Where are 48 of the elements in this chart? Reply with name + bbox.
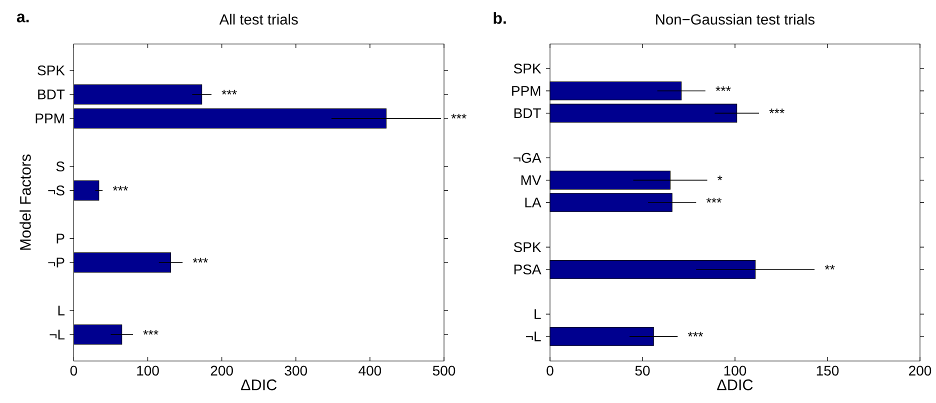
x-tick-label: 100 [724,366,746,376]
y-tick-label: L [534,309,541,319]
annotation: *** [143,330,158,335]
annotation: *** [222,90,237,95]
y-tick-label: ¬L [526,332,541,342]
annotation: *** [706,198,722,203]
text: *** [451,114,466,119]
y-tick-label: LA [525,198,542,208]
y-axis-title: Model Factors [20,154,31,250]
y-tick-label: S [56,162,64,172]
x-tick-label: 400 [358,366,382,376]
text: b. [494,12,506,24]
y-tick-label: MV [521,175,542,185]
x-tick-label: 100 [137,366,159,376]
y-tick-label: ¬L [50,330,65,340]
annotation: * [718,176,722,180]
annotation: ** [824,264,835,270]
annotation: *** [716,86,731,91]
chart-title: Non−Gaussian test trials [656,14,815,25]
y-tick-label: PPM [36,114,64,124]
y-tick-label: P [56,234,64,244]
y-tick-label: ¬S [48,186,64,196]
y-tick-label: SPK [514,64,542,74]
x-tick-label: 500 [432,366,456,376]
x-tick-label: 150 [816,366,839,376]
y-tick-label: ¬GA [514,152,542,163]
annotation: *** [769,108,784,114]
y-tick-label: SPK [38,65,65,76]
x-tick-label: 0 [70,366,78,376]
y-tick-label: PSA [514,264,542,274]
y-tick-label: PPM [512,86,540,96]
x-axis-title: ΔDIC [241,379,277,390]
annotation: *** [192,258,208,263]
annotation: *** [112,186,128,191]
y-tick-label: BDT [38,90,65,100]
y-tick-label: L [58,306,65,316]
x-tick-label: 0 [546,366,554,376]
y-tick-label: BDT [514,108,541,118]
x-tick-label: 200 [909,366,932,376]
y-tick-label: ¬P [48,258,64,268]
y-tick-label: SPK [514,242,542,252]
x-tick-label: 200 [210,366,233,376]
annotation: *** [688,332,704,337]
text: a. [16,14,29,22]
x-tick-label: 300 [284,366,308,376]
x-tick-label: 50 [635,366,650,376]
chart-title: All test trials [219,14,298,25]
x-axis-title: ΔDIC [717,379,753,390]
